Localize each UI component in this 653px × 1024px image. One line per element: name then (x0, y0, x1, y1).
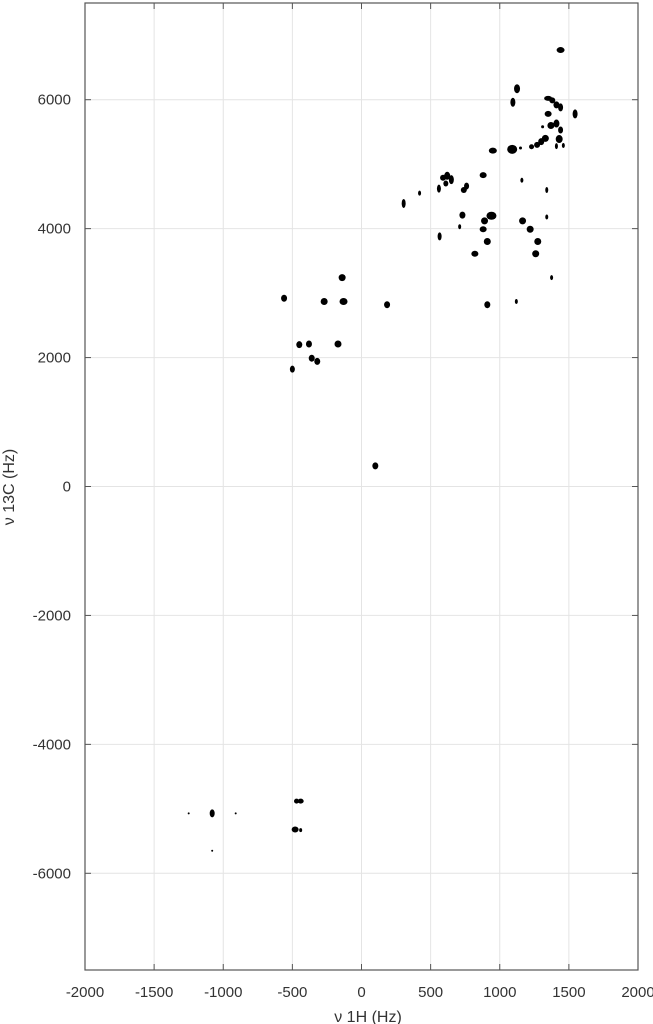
peak-marker (308, 354, 315, 362)
peak-marker (281, 294, 288, 302)
x-tick-label: 500 (418, 984, 443, 1001)
peak-marker (544, 110, 552, 117)
peak-marker (211, 849, 214, 852)
peak-marker (507, 144, 518, 154)
peak-marker (234, 812, 237, 815)
peak-marker (209, 809, 215, 818)
y-axis-ticks: -6000 -4000 -2000 0 2000 4000 6000 (33, 92, 638, 882)
peak-marker (529, 144, 535, 150)
peak-marker (520, 177, 524, 183)
peak-marker (479, 226, 487, 233)
peak-marker (572, 109, 578, 119)
x-tick-label: 2000 (621, 984, 653, 1001)
peak-marker (339, 297, 348, 305)
peak-marker (334, 340, 342, 348)
peak-marker (443, 180, 449, 187)
peak-marker (294, 798, 300, 804)
peak-marker (437, 232, 442, 241)
x-tick-label: 0 (357, 984, 365, 1001)
peak-marker (558, 103, 564, 112)
peak-marker (554, 143, 558, 150)
peak-marker (488, 147, 497, 154)
peak-marker (458, 224, 462, 230)
peak-marker (291, 826, 299, 833)
peak-marker (561, 142, 565, 148)
peak-marker (486, 211, 497, 220)
peak-marker (460, 186, 467, 193)
peak-marker (514, 298, 518, 304)
y-tick-label: -2000 (33, 607, 71, 624)
y-axis-label: ν 13C (Hz) (1, 449, 18, 525)
peak-marker (418, 190, 422, 196)
peak-marker (289, 365, 295, 373)
peak-marker (481, 217, 489, 225)
peak-marker (547, 121, 555, 129)
peak-marker (299, 828, 303, 833)
peak-marker (541, 125, 545, 129)
peak-marker (401, 198, 406, 208)
x-axis-label: ν 1H (Hz) (334, 1009, 402, 1024)
peak-marker (534, 141, 541, 148)
peak-marker (534, 238, 542, 246)
peak-marker (519, 217, 527, 225)
x-tick-label: -1500 (135, 984, 173, 1001)
peak-marker (555, 135, 563, 144)
peak-marker (314, 357, 321, 365)
peak-marker (384, 301, 391, 309)
peak-marker (320, 297, 328, 305)
peak-marker (514, 84, 521, 94)
peak-marker (510, 97, 516, 107)
y-tick-label: 6000 (38, 92, 71, 109)
x-tick-label: -2000 (66, 984, 104, 1001)
peak-marker (372, 462, 379, 470)
y-tick-label: -4000 (33, 736, 71, 753)
peak-marker (187, 812, 190, 815)
peak-marker (444, 171, 451, 180)
peak-marker (550, 275, 554, 281)
x-axis-ticks: -2000 -1500 -1000 -500 0 500 1000 1500 2000 (66, 3, 653, 1001)
peak-marker (479, 172, 487, 179)
peak-marker (338, 274, 346, 282)
peak-marker (558, 126, 564, 134)
peak-marker (484, 301, 491, 309)
peak-marker (436, 184, 441, 193)
peak-marker (553, 101, 560, 109)
x-tick-label: 1500 (552, 984, 585, 1001)
peak-marker (448, 175, 454, 185)
peak-marker (483, 238, 491, 246)
peak-marker (305, 340, 312, 348)
peak-marker (526, 225, 534, 233)
peak-marker (518, 146, 522, 150)
x-tick-label: -1000 (204, 984, 242, 1001)
peak-marker (296, 341, 303, 349)
y-tick-label: 4000 (38, 221, 71, 238)
y-tick-label: -6000 (33, 865, 71, 882)
peak-marker (538, 138, 545, 146)
peak-marker (556, 47, 565, 54)
y-tick-label: 2000 (38, 350, 71, 367)
peak-marker (532, 250, 540, 258)
peak-marker (545, 186, 549, 193)
grid-lines (85, 3, 638, 970)
peak-marker (545, 214, 549, 220)
peak-marker (471, 250, 479, 257)
x-tick-label: -500 (277, 984, 307, 1001)
peak-marker (297, 798, 304, 804)
x-tick-label: 1000 (483, 984, 516, 1001)
peak-marker (553, 119, 560, 128)
y-tick-label: 0 (63, 479, 71, 496)
peak-marker (549, 97, 556, 104)
peak-markers (187, 47, 578, 852)
peak-marker (459, 211, 466, 219)
